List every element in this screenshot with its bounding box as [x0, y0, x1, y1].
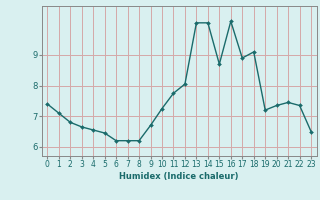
X-axis label: Humidex (Indice chaleur): Humidex (Indice chaleur): [119, 172, 239, 181]
